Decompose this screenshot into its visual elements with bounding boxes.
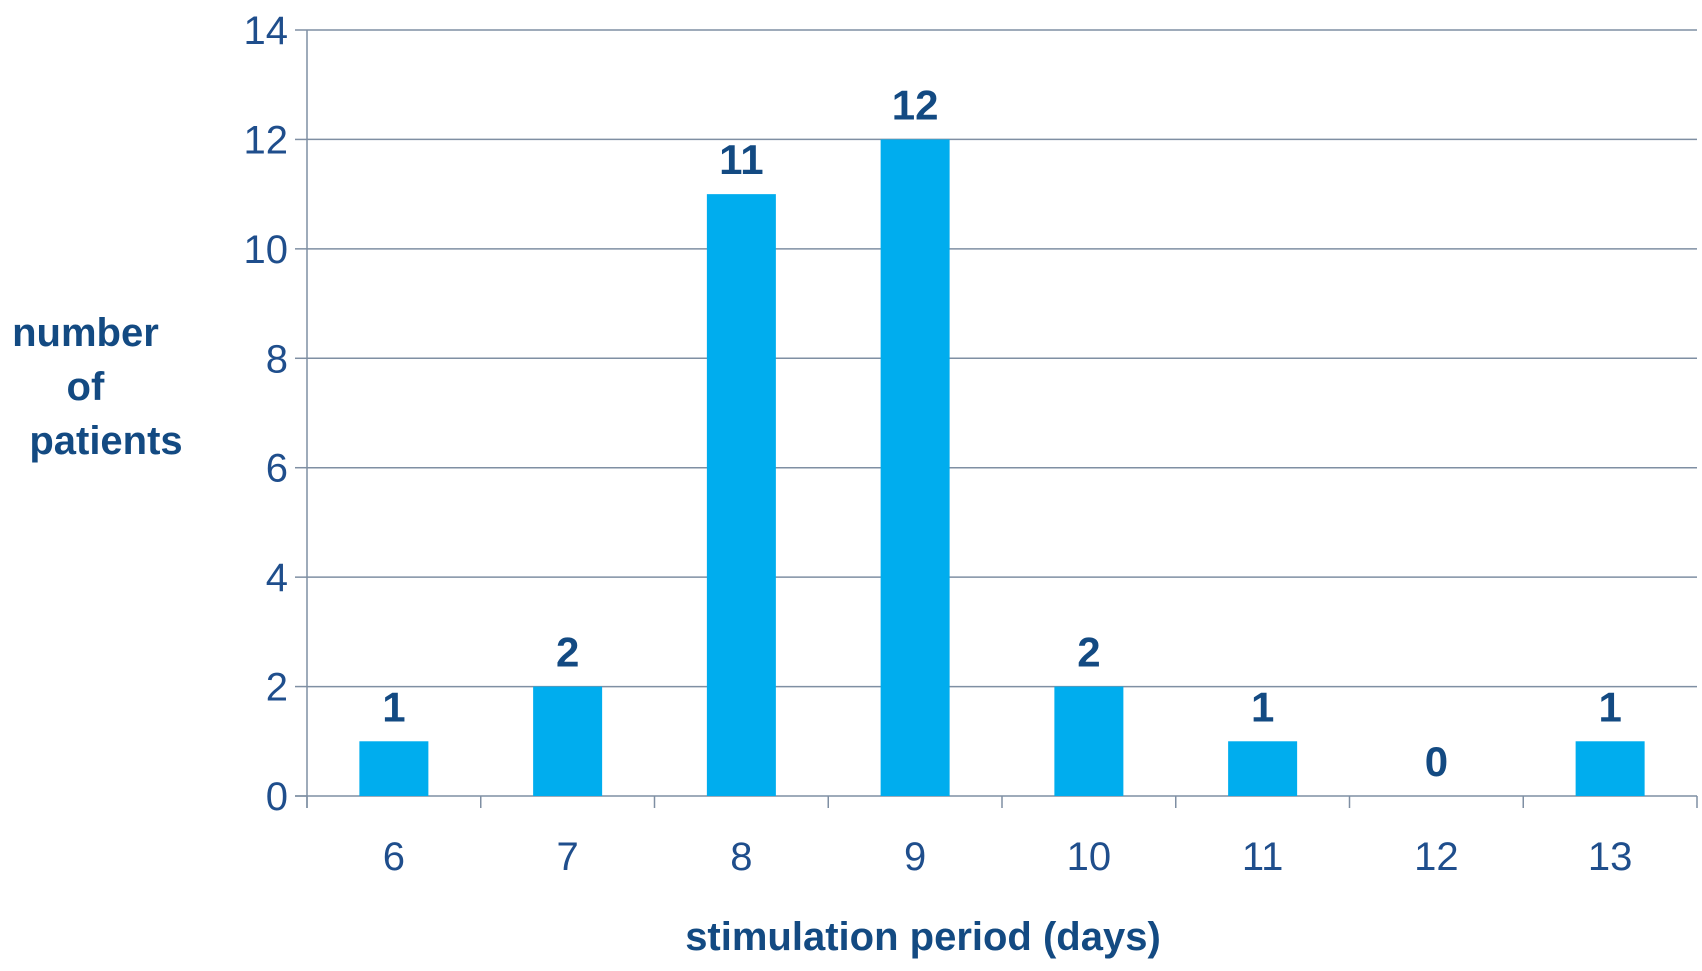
bar: [1228, 741, 1298, 796]
bar: [880, 139, 950, 796]
x-tick-label: 10: [1067, 835, 1112, 879]
y-axis-title-line-3: patients: [29, 419, 182, 463]
data-label: 2: [1077, 629, 1100, 676]
y-tick-label: 6: [266, 447, 288, 491]
gridlines: [307, 29, 1697, 688]
bar: [706, 194, 776, 797]
y-tick-labels: 0 2 4 6 8 10 12 14: [244, 9, 289, 819]
x-tick-label: 6: [383, 835, 405, 879]
axes: [295, 29, 1698, 808]
y-tick-label: 12: [244, 118, 289, 162]
y-tick-label: 8: [266, 337, 288, 381]
data-label: 11: [719, 136, 763, 183]
data-label: 12: [892, 81, 939, 128]
data-label: 1: [1251, 683, 1274, 730]
data-label: 1: [382, 683, 405, 730]
data-label: 2: [556, 629, 579, 676]
y-axis-title-line-1: number: [12, 311, 159, 355]
y-tick-label: 0: [266, 775, 288, 819]
x-tick-label: 13: [1588, 835, 1633, 879]
y-tick-label: 2: [266, 666, 288, 710]
y-tick-label: 4: [266, 556, 288, 600]
bars: [359, 139, 1645, 797]
x-axis-title: stimulation period (days): [685, 915, 1161, 959]
bar: [1575, 741, 1645, 796]
x-tick-label: 11: [1242, 835, 1284, 879]
x-tick-label: 12: [1414, 835, 1459, 879]
y-axis-title-line-2: of: [67, 365, 105, 409]
x-tick-labels: 6 7 8 9 10 11 12 13: [383, 835, 1633, 879]
y-tick-label: 14: [244, 9, 289, 53]
data-label: 0: [1425, 738, 1448, 785]
bar: [359, 741, 429, 796]
data-label: 1: [1598, 683, 1621, 730]
y-tick-label: 10: [244, 228, 289, 272]
y-axis-title: number of patients: [12, 311, 183, 463]
x-tick-label: 8: [730, 835, 752, 879]
x-tick-label: 9: [904, 835, 926, 879]
bar: [1054, 686, 1124, 796]
x-tick-label: 7: [557, 835, 579, 879]
bar: [533, 686, 603, 796]
